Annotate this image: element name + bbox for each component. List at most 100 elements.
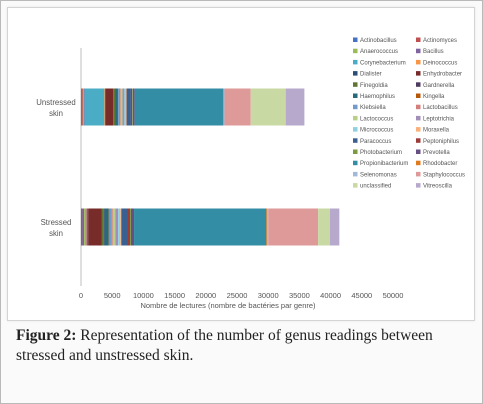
bar-segment [124,88,126,126]
legend-swatch [353,37,358,42]
bar-segment [82,208,85,246]
legend-label: Actinomyces [423,38,457,44]
legend-label: Gardnerella [423,83,455,89]
bar-segment [125,88,127,126]
legend-label: Leptotrichia [423,116,455,122]
bar-segment [85,208,87,246]
bar-segment [132,88,135,126]
category-label: skin [49,229,63,238]
legend-label: Prevotella [423,150,450,156]
bar-segment [87,208,89,246]
bar-segment [105,88,114,126]
figure-caption: Figure 2: Representation of the number o… [16,326,471,366]
legend-swatch [416,138,421,143]
bar-segment [83,88,85,126]
legend-swatch [353,183,358,188]
legend-label: Deinococcus [423,60,457,66]
legend-swatch [416,37,421,42]
bar-segment [115,88,118,126]
legend-swatch [353,71,358,76]
legend-swatch [353,138,358,143]
legend-swatch [416,48,421,54]
legend-label: Kingella [423,94,445,100]
chart-area: 0 5000 10000 15000 20000 25000 30000 35000 40000… [36,37,465,310]
legend: Actinobacillus Actinomyces Anaerococcus Bac… [353,37,465,190]
category-label: Unstressed [36,98,75,107]
x-tick-label: 25000 [227,291,248,300]
legend-swatch [416,104,421,110]
bar-segment [81,208,83,246]
legend-label: Micrococcus [360,128,393,134]
bar-segment [109,208,112,246]
legend-swatch [416,71,421,76]
legend-label: Selenomonas [360,172,397,178]
legend-label: Klebsiella [360,105,386,111]
legend-swatch [353,48,358,54]
bar-segment [111,208,113,246]
legend-label: Peptoniphilus [423,139,459,145]
legend-swatch [416,127,421,132]
x-tick-label: 40000 [320,291,341,300]
legend-swatch [353,149,358,154]
x-tick-label: 10000 [133,291,154,300]
legend-label: Corynebacterium [360,60,406,66]
bar-segment [127,208,130,246]
bar-segment [120,208,122,246]
legend-label: Propionibacterium [360,161,408,167]
bar-segment [81,88,83,126]
bar-segment [250,88,286,126]
bar-segment [329,208,340,246]
legend-swatch [353,115,358,121]
legend-swatch [416,82,421,87]
bar-segment [115,208,119,246]
x-axis-title: Nombre de lectures (nombre de bactéries … [140,301,316,310]
bar-segment [82,88,84,126]
axis-layer: 0 5000 10000 15000 20000 25000 30000 35000 40000… [36,48,403,310]
legend-swatch [416,183,421,188]
bar-segment [86,208,88,246]
legend-label: Vitreoscilla [423,184,453,190]
bar-segment [134,88,224,126]
legend-label: Rhodobacter [423,161,457,167]
legend-swatch [353,104,358,110]
bar-segment [113,88,116,126]
bar-segment [108,208,110,246]
bar-segment [267,208,269,246]
bar-segment [134,208,267,246]
legend-swatch [416,93,421,98]
bar-segment [268,208,319,246]
legend-label: Dialister [360,72,382,78]
x-tick-label: 20000 [195,291,216,300]
bar-segment [120,88,121,126]
legend-label: Photobacterium [360,150,402,156]
legend-swatch [416,59,421,65]
category-label: Stressed [41,218,72,227]
bar-segment [120,88,123,126]
legend-swatch [416,160,421,166]
bar-segment [117,88,119,126]
legend-label: Bacillus [423,49,444,55]
bar-segment [84,88,105,126]
bar-segment [126,88,131,126]
bar-segment [112,208,116,246]
bar-segment [132,88,133,126]
bar-segment [103,208,105,246]
legend-label: Anaerococcus [360,49,398,55]
bar-segment [223,88,225,126]
bar-segment [118,208,121,246]
legend-swatch [353,82,358,87]
bar-segment [318,208,330,246]
x-tick-label: 5000 [104,291,121,300]
caption-label: Figure 2: [16,327,77,344]
legend-label: Actinobacillus [360,38,397,44]
legend-swatch [353,160,358,166]
legend-label: Enhydrobacter [423,72,462,78]
chart-panel: 0 5000 10000 15000 20000 25000 30000 35000 40000… [7,7,475,321]
legend-label: Paracoccus [360,139,391,145]
bar-segment [130,208,135,246]
bar-segment [84,208,86,246]
bar-segment [101,208,104,246]
legend-swatch [416,171,421,177]
x-tick-label: 45000 [351,291,372,300]
legend-swatch [353,93,358,98]
